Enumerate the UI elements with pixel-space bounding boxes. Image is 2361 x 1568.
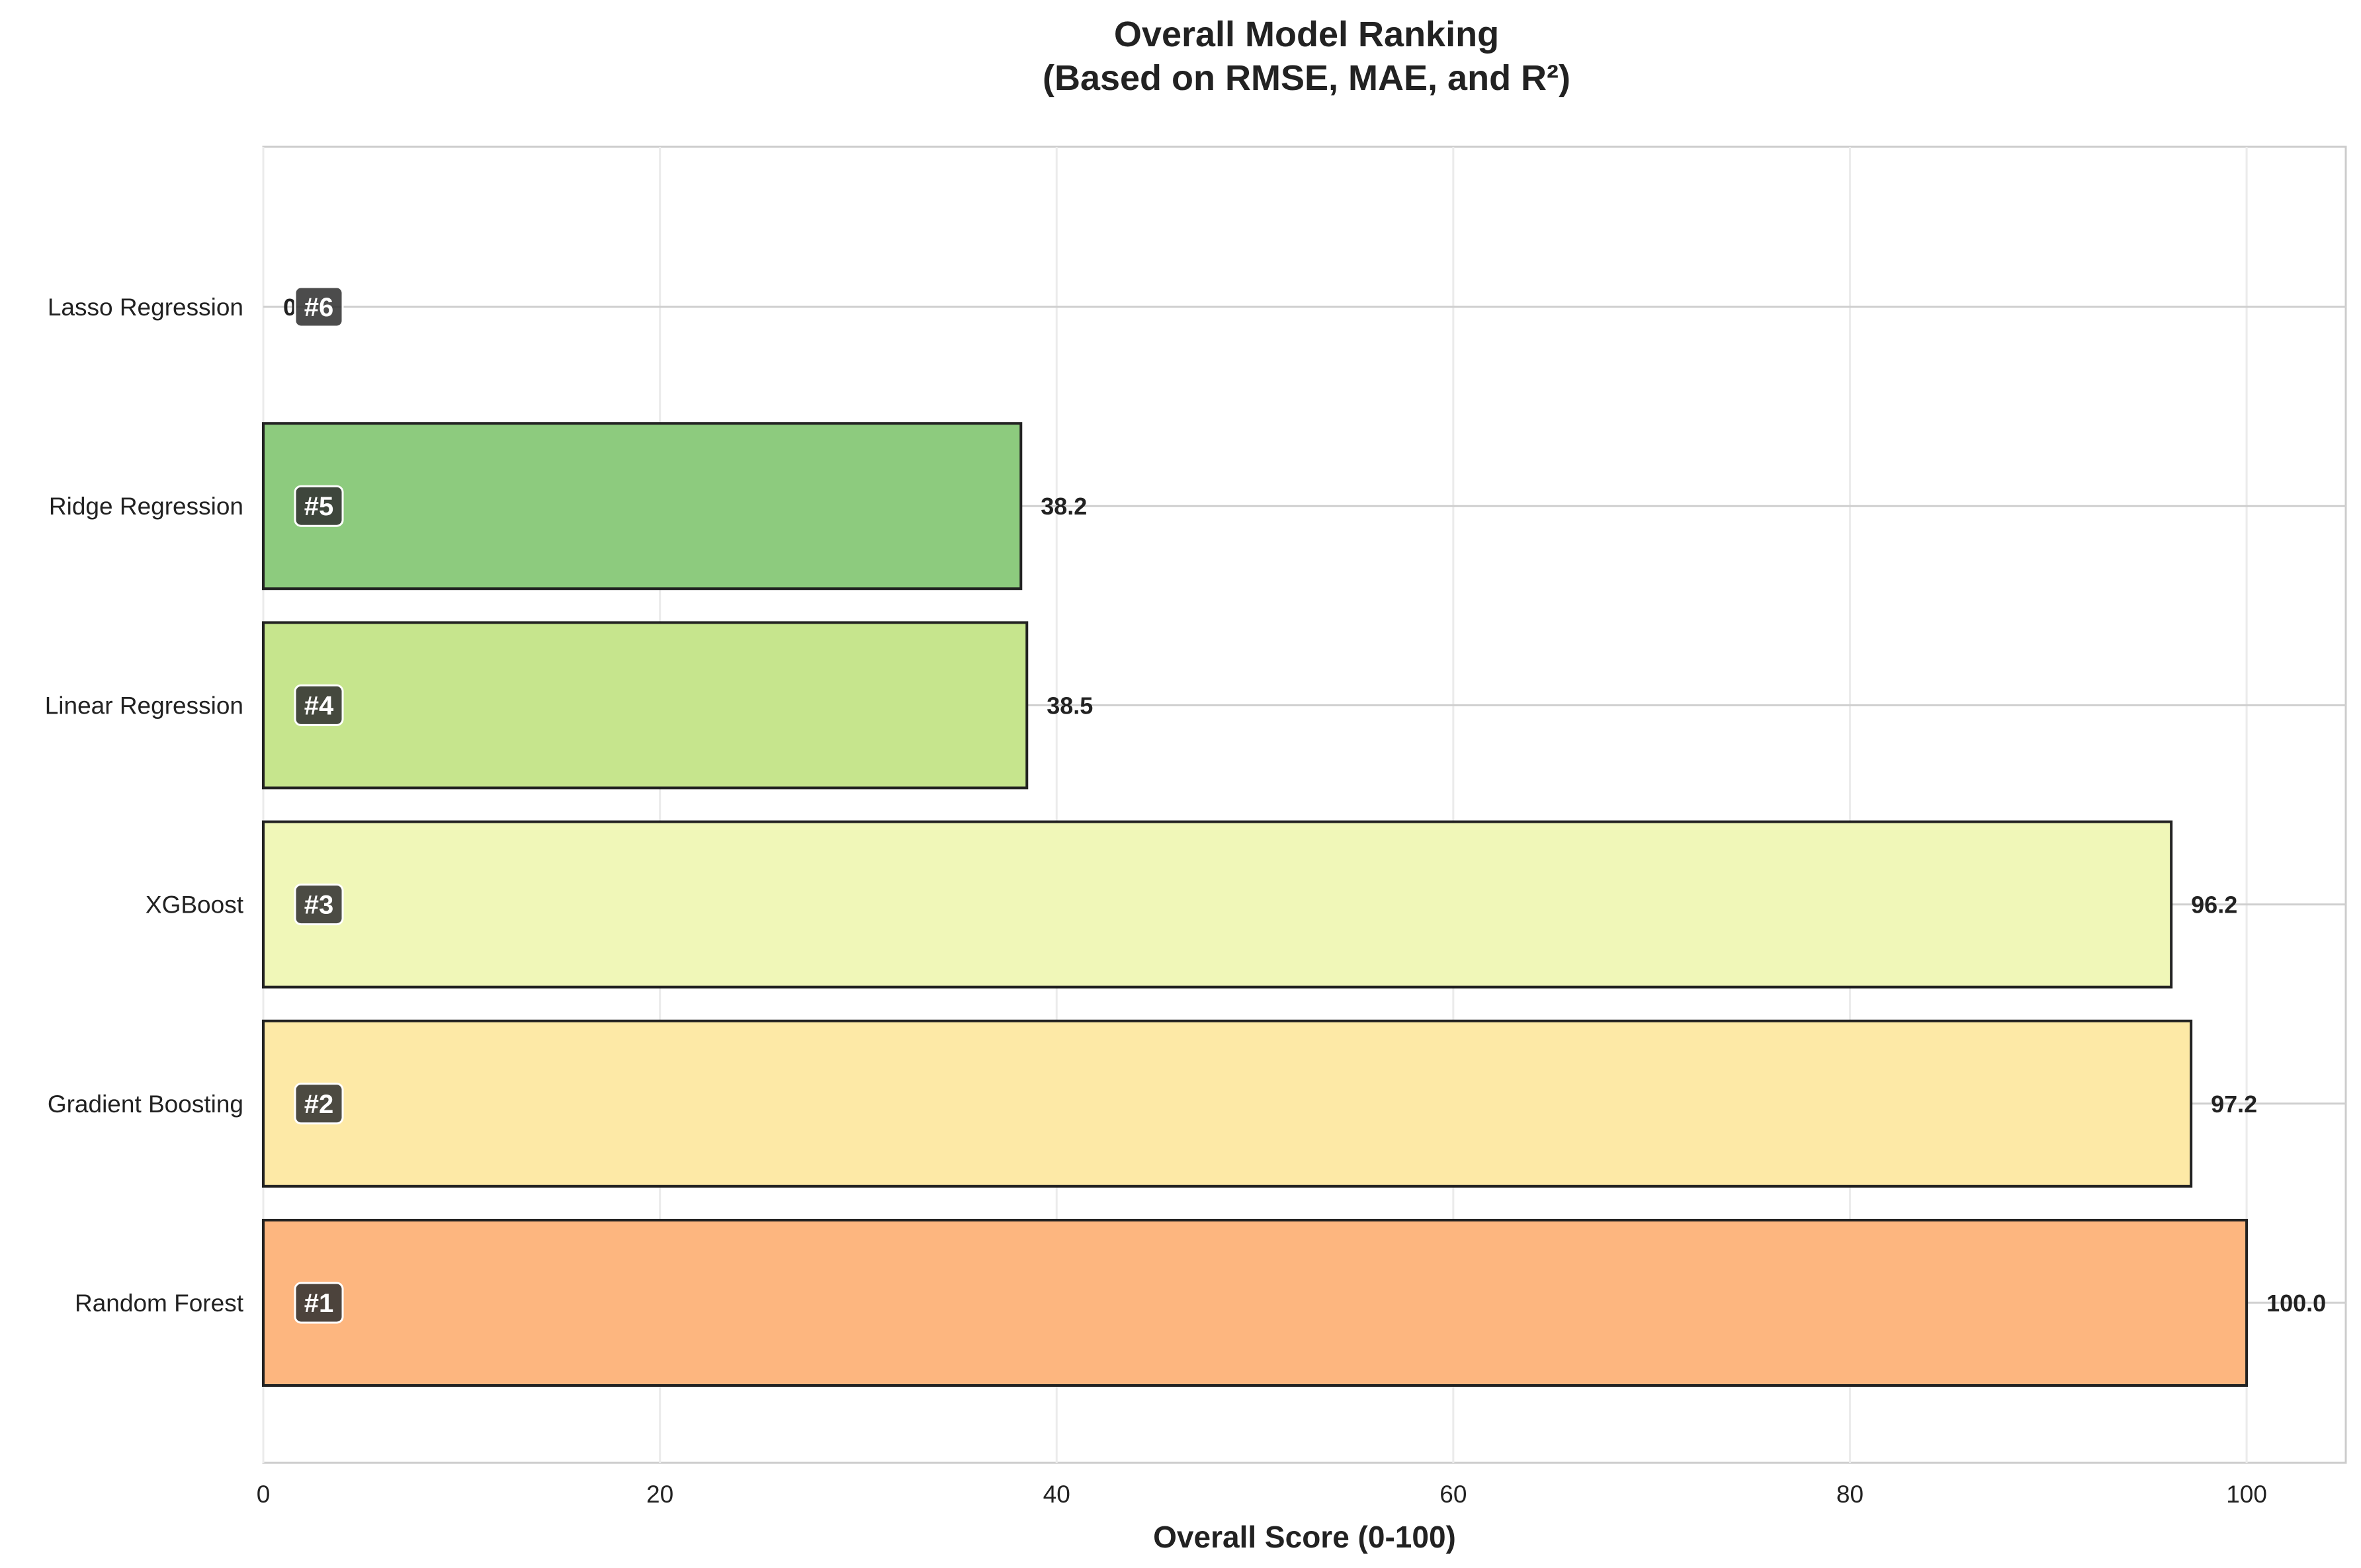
bar	[262, 621, 1029, 790]
value-labels: 100.0 97.2 96.2 38.5 38.2 0	[283, 294, 2326, 1317]
rank-badge	[294, 286, 344, 328]
bars	[262, 422, 2249, 1387]
value-label: 96.2	[2191, 891, 2237, 919]
y-tick-label: Gradient Boosting	[48, 1091, 243, 1118]
y-tick-labels: Random Forest Gradient Boosting XGBoost Lin…	[45, 294, 244, 1317]
x-tick-label: 100	[2226, 1481, 2267, 1508]
value-label: 0	[283, 294, 296, 321]
rank-label: #2	[304, 1090, 334, 1119]
bar	[262, 1219, 2249, 1387]
x-axis-label: Overall Score (0-100)	[1153, 1520, 1456, 1554]
y-tick-label: Random Forest	[75, 1290, 244, 1317]
rank-badge	[294, 884, 344, 926]
rank-label: #1	[304, 1289, 334, 1318]
rank-badge	[294, 1282, 344, 1324]
chart-subtitle: (Based on RMSE, MAE, and R²)	[1043, 58, 1570, 98]
value-label: 100.0	[2266, 1290, 2326, 1317]
value-label: 38.5	[1047, 692, 1093, 719]
x-tick-label: 60	[1439, 1481, 1467, 1508]
chart-title: Overall Model Ranking	[1114, 15, 1499, 54]
value-label: 97.2	[2211, 1091, 2257, 1118]
y-tick-label: Lasso Regression	[48, 294, 243, 321]
y-tick-label: Ridge Regression	[49, 493, 243, 520]
rank-label: #4	[304, 691, 334, 720]
rank-badge	[294, 485, 344, 527]
bar	[262, 820, 2173, 989]
x-tick-labels: 0 20 40 60 80 100	[257, 1481, 2267, 1508]
x-tick-label: 80	[1836, 1481, 1864, 1508]
rank-badges: #1 #2 #3 #4 #5 #6	[294, 286, 344, 1324]
y-tick-label: Linear Regression	[45, 692, 243, 719]
rank-label: #5	[304, 492, 334, 521]
x-tick-label: 40	[1043, 1481, 1070, 1508]
x-tick-label: 20	[646, 1481, 673, 1508]
bar	[262, 1019, 2193, 1188]
rank-label: #6	[304, 293, 334, 322]
bar	[262, 422, 1023, 591]
rank-label: #3	[304, 891, 334, 920]
y-tick-label: XGBoost	[146, 891, 244, 919]
x-tick-label: 0	[257, 1481, 271, 1508]
value-label: 38.2	[1041, 493, 1087, 520]
rank-badge	[294, 1083, 344, 1125]
rank-badge	[294, 684, 344, 726]
